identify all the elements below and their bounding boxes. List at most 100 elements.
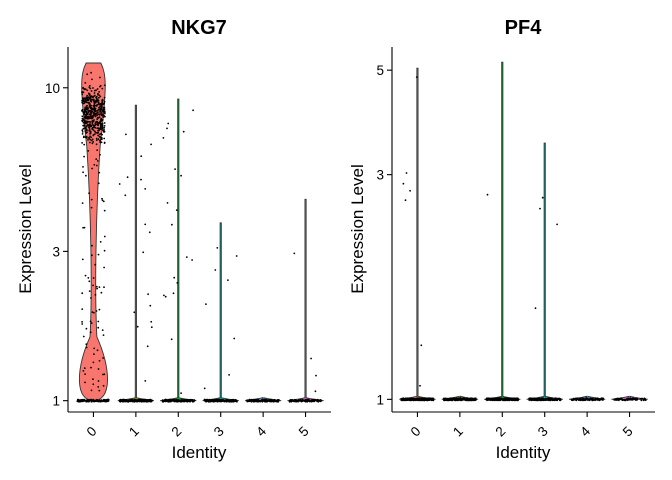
cell-point — [514, 397, 517, 400]
cell-point — [99, 141, 102, 144]
cell-point — [88, 93, 91, 96]
cell-point — [88, 280, 91, 283]
cell-point — [127, 400, 130, 403]
cell-point — [120, 400, 123, 403]
cell-point — [88, 127, 91, 130]
cell-point — [99, 153, 101, 156]
cell-point — [310, 357, 312, 360]
cell-point — [98, 116, 101, 119]
cell-point — [428, 397, 431, 400]
cell-point — [101, 99, 104, 102]
cell-point — [185, 256, 188, 258]
cell-point — [91, 311, 94, 313]
cell-point — [98, 171, 101, 174]
cell-point — [596, 398, 598, 401]
cell-point — [405, 172, 408, 174]
x-tick-label: 4 — [253, 423, 269, 439]
x-tick-label: 1 — [126, 424, 142, 440]
cell-point — [102, 109, 105, 112]
cell-point — [102, 107, 105, 110]
cell-point — [89, 115, 92, 117]
cell-point — [81, 202, 84, 205]
cell-point — [413, 398, 415, 401]
pf4-violin-panel: PF4 Identity Expression Level 1 3 5 0 1 2 3 4 5 — [348, 17, 655, 462]
cell-point — [93, 95, 95, 98]
cell-point — [629, 397, 632, 400]
cell-point — [102, 357, 104, 359]
cell-point — [92, 87, 94, 89]
cell-point — [214, 398, 217, 401]
cell-point — [542, 399, 544, 401]
cell-point — [94, 293, 97, 296]
cell-point — [84, 130, 87, 132]
cell-point — [501, 397, 503, 400]
y-tick-label: 3 — [52, 244, 60, 259]
cell-point — [86, 112, 89, 115]
cell-point — [179, 400, 182, 403]
cell-point — [306, 400, 309, 403]
cell-point — [99, 241, 102, 243]
cell-point — [625, 398, 628, 401]
cell-point — [97, 131, 99, 134]
cell-point — [96, 114, 98, 117]
cell-point — [464, 399, 467, 401]
cell-point — [103, 399, 106, 402]
cell-point — [620, 397, 623, 400]
cell-point — [88, 137, 91, 140]
cell-point — [101, 329, 104, 331]
cell-point — [430, 398, 432, 401]
cell-point — [419, 399, 422, 402]
cell-point — [103, 235, 106, 238]
cell-point — [307, 398, 310, 401]
cell-point — [102, 116, 105, 118]
cell-point — [513, 399, 516, 401]
cell-point — [85, 120, 87, 123]
cell-point — [81, 133, 84, 135]
cell-point — [227, 279, 229, 281]
cell-point — [182, 130, 185, 133]
cell-point — [91, 108, 93, 110]
cell-point — [77, 400, 80, 403]
cell-point — [86, 400, 89, 403]
cell-point — [118, 399, 121, 401]
cell-point — [95, 131, 98, 134]
x-tick-label: 0 — [408, 424, 424, 440]
cell-point — [505, 397, 508, 400]
cell-point — [90, 206, 93, 209]
cell-point — [90, 297, 92, 299]
cell-point — [90, 100, 93, 103]
cell-point — [87, 101, 90, 104]
cell-point — [81, 131, 84, 133]
cell-point — [93, 353, 95, 355]
cell-point — [85, 117, 87, 120]
cell-point — [89, 138, 92, 141]
cell-point — [507, 399, 509, 402]
cell-point — [88, 290, 91, 292]
cell-point — [220, 400, 222, 403]
cell-point — [541, 196, 544, 199]
cell-point — [303, 400, 306, 403]
cell-point — [248, 398, 251, 401]
violin-2 — [160, 98, 197, 402]
cell-point — [288, 400, 291, 403]
cell-point — [82, 124, 85, 127]
cell-point — [91, 138, 94, 141]
cell-point — [91, 98, 94, 101]
x-tick-label: 3 — [535, 424, 551, 440]
cell-point — [94, 101, 97, 104]
cell-point — [103, 111, 106, 114]
cell-point — [89, 141, 91, 144]
cell-point — [587, 397, 589, 400]
cell-point — [633, 398, 636, 401]
cell-point — [641, 397, 644, 400]
cell-point — [83, 101, 86, 103]
cell-point — [486, 193, 489, 196]
cell-point — [209, 400, 211, 403]
cell-point — [467, 398, 470, 401]
cell-point — [628, 398, 631, 401]
cell-point — [404, 398, 407, 401]
cell-point — [84, 373, 86, 375]
cell-point — [80, 399, 82, 401]
cell-point — [94, 263, 97, 266]
cell-point — [86, 89, 89, 92]
